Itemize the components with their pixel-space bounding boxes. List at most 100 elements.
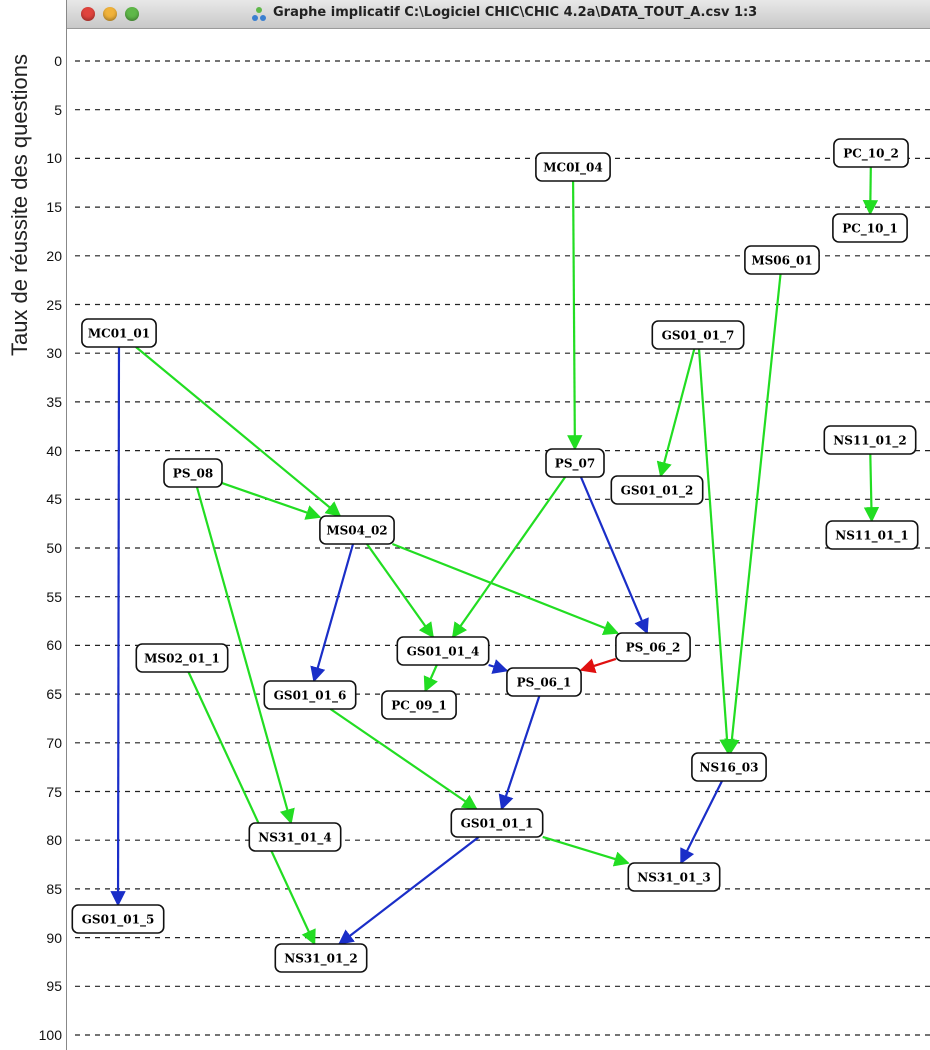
- y-tick-label: 70: [46, 735, 62, 751]
- title-bar[interactable]: Graphe implicatif C:\Logiciel CHIC\CHIC …: [67, 0, 930, 29]
- implication-arrow: [136, 347, 340, 516]
- implication-arrow: [573, 181, 575, 449]
- node-label: PS_07: [555, 457, 595, 472]
- node-label: NS16_03: [699, 761, 758, 776]
- node-label: GS01_01_4: [407, 645, 480, 660]
- node-label: MS04_02: [326, 524, 387, 539]
- gridlines: [75, 61, 930, 1035]
- graph-node[interactable]: MC01_01: [82, 319, 156, 347]
- graph-node[interactable]: PC_10_1: [833, 214, 907, 242]
- graph-node[interactable]: NS31_01_2: [275, 944, 366, 972]
- implication-arrow: [367, 544, 433, 637]
- implication-arrow: [118, 347, 119, 905]
- graph-node[interactable]: PC_10_2: [834, 139, 908, 167]
- y-tick-label: 55: [46, 589, 62, 605]
- graph-node[interactable]: NS11_01_2: [824, 426, 915, 454]
- nodes: MC0I_04 PC_10_2 PC_10_1 MS06_01 MC01_01 GS01_…: [72, 139, 917, 972]
- y-tick-label: 30: [46, 345, 62, 361]
- implication-arrow: [314, 544, 353, 681]
- node-label: MS06_01: [751, 254, 812, 269]
- node-label: NS31_01_2: [284, 952, 357, 967]
- graph-node[interactable]: GS01_01_7: [652, 321, 743, 349]
- graph-node[interactable]: MS02_01_1: [136, 644, 227, 672]
- node-label: MC01_01: [88, 327, 150, 342]
- implication-arrow: [870, 454, 871, 521]
- node-label: PC_09_1: [391, 699, 447, 714]
- implication-arrow: [330, 709, 476, 809]
- graph-node[interactable]: NS31_01_3: [628, 863, 719, 891]
- y-tick-label: 95: [46, 978, 62, 994]
- implication-arrow: [453, 477, 565, 637]
- graph-node[interactable]: PS_07: [546, 449, 604, 477]
- y-tick-label: 90: [46, 930, 62, 946]
- node-label: GS01_01_2: [621, 484, 694, 499]
- graph-node[interactable]: GS01_01_5: [72, 905, 163, 933]
- graph-node[interactable]: GS01_01_2: [611, 476, 702, 504]
- implication-arrow: [681, 781, 722, 863]
- implication-arrow: [392, 544, 617, 633]
- graph-node[interactable]: NS11_01_1: [826, 521, 917, 549]
- node-label: NS31_01_3: [637, 871, 710, 886]
- y-tick-label: 80: [46, 832, 62, 848]
- y-axis-ticks: 0 5 10 15 20 25 30 35 40 45 50 55 60 65 70 75 80 85 90 95 10…: [0, 0, 66, 1050]
- y-tick-label: 75: [46, 784, 62, 800]
- y-tick-label: 40: [46, 443, 62, 459]
- graph-node[interactable]: NS16_03: [692, 753, 766, 781]
- graph-node[interactable]: PS_06_2: [616, 633, 690, 661]
- node-label: PC_10_1: [842, 222, 898, 237]
- node-label: GS01_01_6: [274, 689, 347, 704]
- graph-node[interactable]: GS01_01_6: [264, 681, 355, 709]
- y-tick-label: 100: [39, 1027, 62, 1043]
- graph-node[interactable]: GS01_01_4: [397, 637, 488, 665]
- y-tick-label: 45: [46, 491, 62, 507]
- y-tick-label: 65: [46, 686, 62, 702]
- y-tick-label: 5: [54, 102, 62, 118]
- chic-graph-icon: [251, 6, 267, 22]
- y-tick-label: 15: [46, 199, 62, 215]
- minimize-window-button[interactable]: [103, 7, 117, 21]
- y-tick-label: 20: [46, 248, 62, 264]
- graph-node[interactable]: PC_09_1: [382, 691, 456, 719]
- implicative-graph: MC0I_04 PC_10_2 PC_10_1 MS06_01 MC01_01 GS01_…: [67, 0, 930, 1050]
- node-label: MS02_01_1: [144, 652, 220, 667]
- y-tick-label: 35: [46, 394, 62, 410]
- graph-node[interactable]: MS06_01: [745, 246, 819, 274]
- implication-arrow: [699, 349, 728, 753]
- implication-arrow: [543, 837, 629, 863]
- node-label: NS31_01_4: [258, 831, 331, 846]
- implication-arrow: [870, 167, 871, 214]
- implication-arrow: [581, 659, 616, 670]
- y-tick-label: 0: [54, 53, 62, 69]
- node-label: MC0I_04: [543, 161, 603, 176]
- implication-arrow: [339, 837, 478, 944]
- implication-arrow: [502, 696, 540, 809]
- y-tick-label: 60: [46, 637, 62, 653]
- close-window-button[interactable]: [81, 7, 95, 21]
- node-label: PS_08: [173, 467, 213, 482]
- graph-window: MC0I_04 PC_10_2 PC_10_1 MS06_01 MC01_01 GS01_…: [66, 0, 930, 1050]
- graph-node[interactable]: MS04_02: [320, 516, 394, 544]
- y-tick-label: 10: [46, 150, 62, 166]
- graph-node[interactable]: GS01_01_1: [451, 809, 542, 837]
- node-label: PC_10_2: [843, 147, 899, 162]
- implication-arrow: [188, 672, 314, 944]
- graph-node[interactable]: MC0I_04: [536, 153, 610, 181]
- window-title: Graphe implicatif C:\Logiciel CHIC\CHIC …: [273, 5, 757, 20]
- node-label: PS_06_1: [517, 676, 572, 691]
- node-label: GS01_01_5: [82, 913, 155, 928]
- node-label: NS11_01_1: [835, 529, 908, 544]
- graph-node[interactable]: PS_06_1: [507, 668, 581, 696]
- graph-node[interactable]: NS31_01_4: [249, 823, 340, 851]
- y-tick-label: 85: [46, 881, 62, 897]
- implication-arrow: [661, 349, 695, 476]
- zoom-window-button[interactable]: [125, 7, 139, 21]
- node-label: NS11_01_2: [833, 434, 906, 449]
- implication-arrow: [425, 665, 437, 691]
- y-tick-label: 25: [46, 297, 62, 313]
- y-tick-label: 50: [46, 540, 62, 556]
- node-label: GS01_01_7: [662, 329, 735, 344]
- node-label: PS_06_2: [626, 641, 681, 656]
- graph-node[interactable]: PS_08: [164, 459, 222, 487]
- node-label: GS01_01_1: [461, 817, 534, 832]
- implication-arrow: [489, 665, 507, 671]
